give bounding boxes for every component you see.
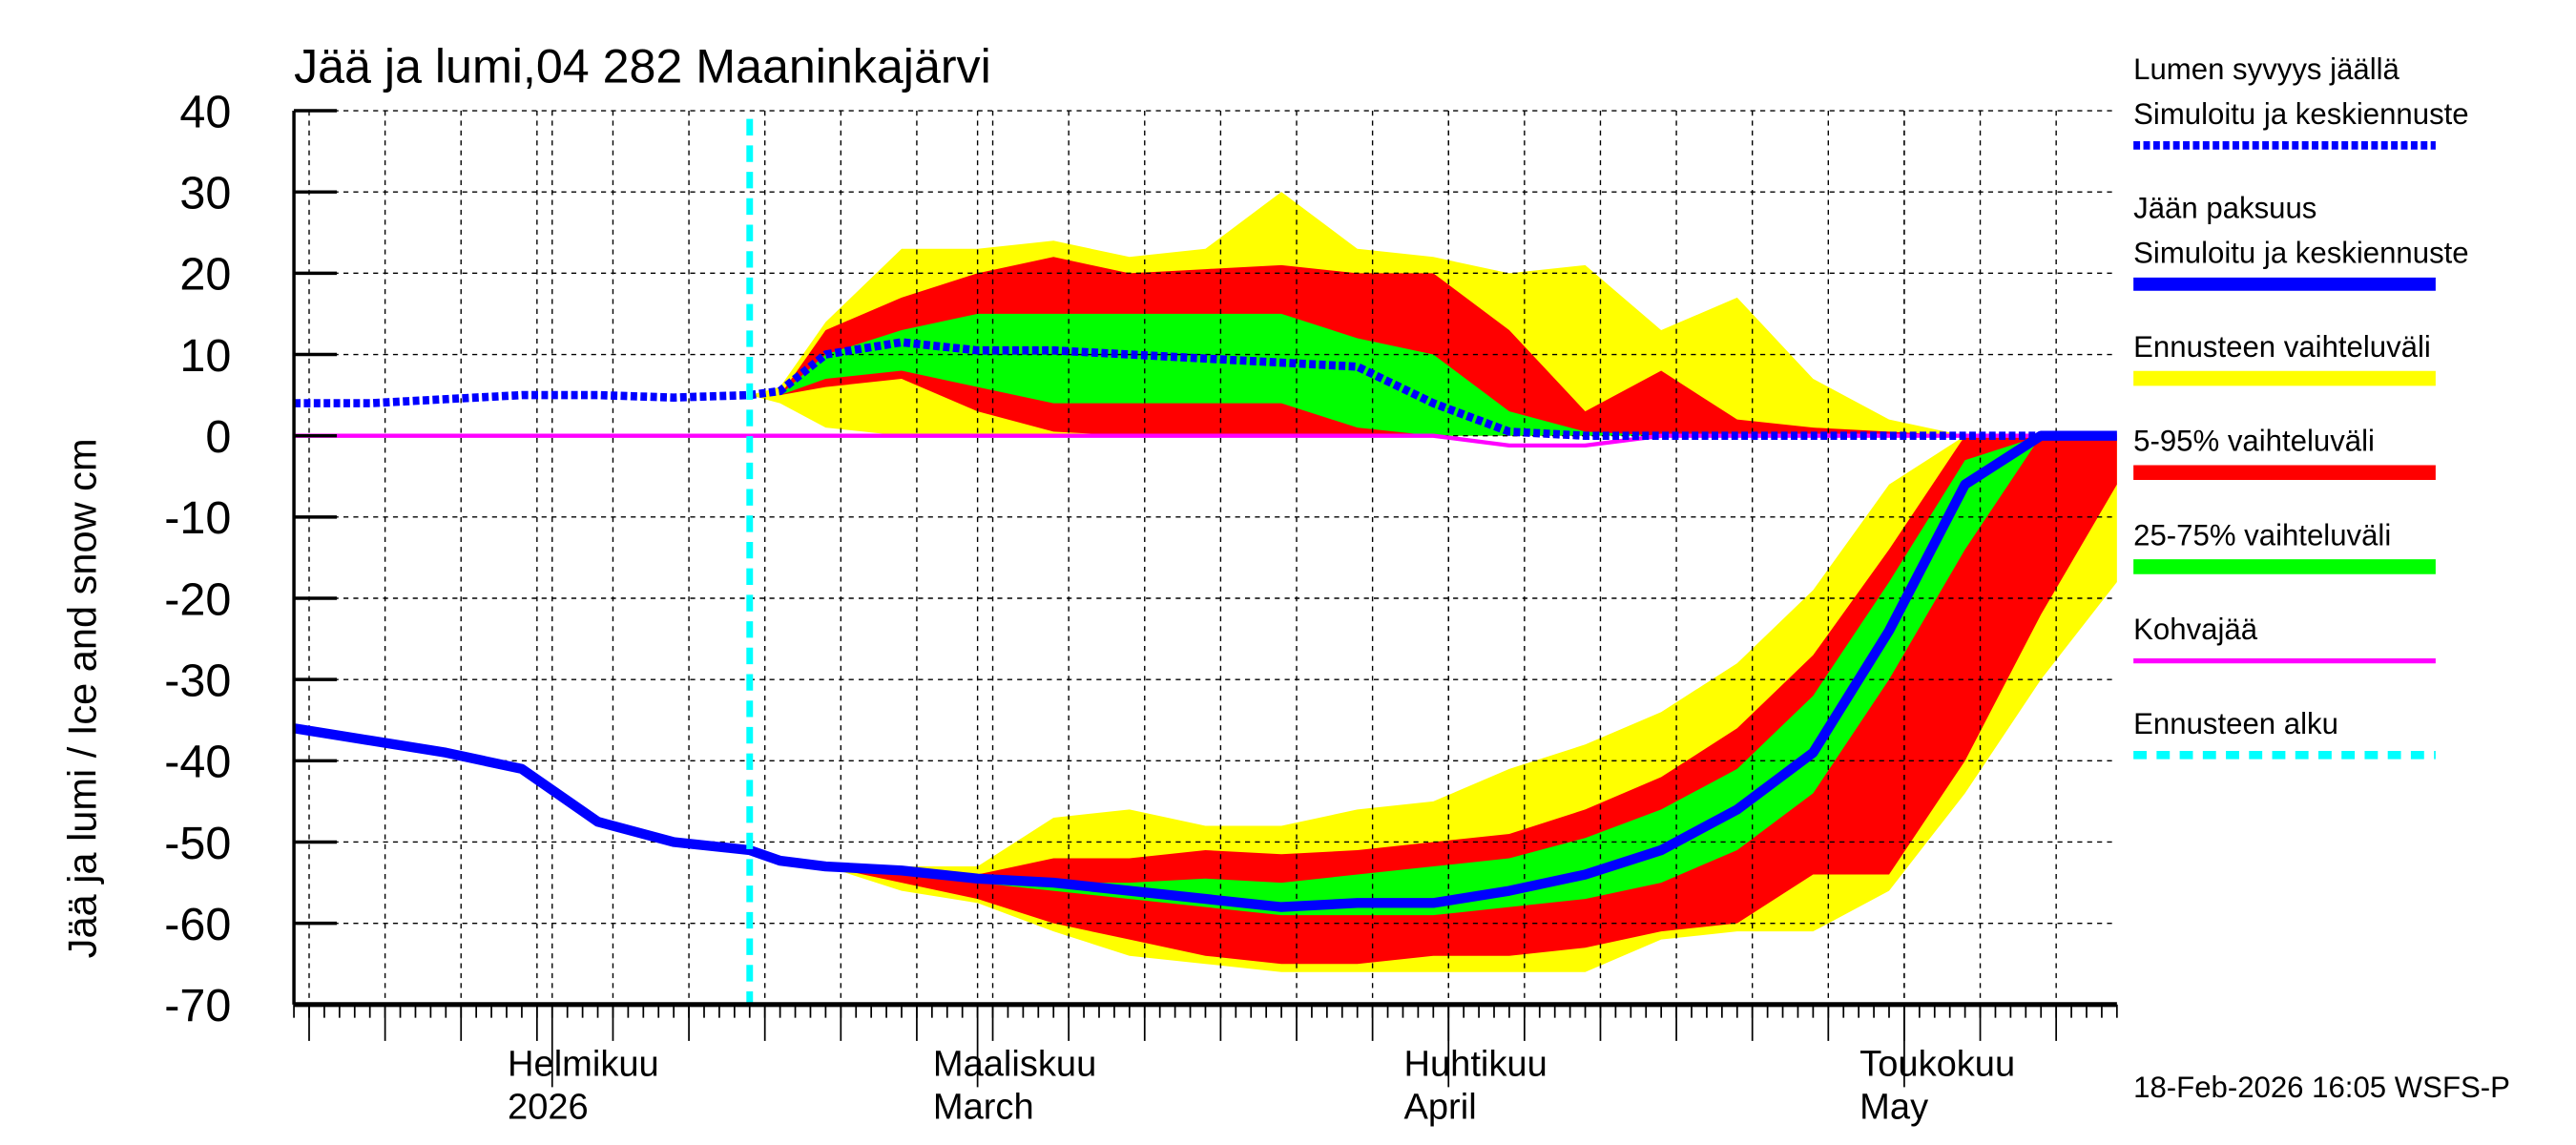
month-label: Maaliskuu — [933, 1044, 1096, 1084]
y-tick-label: 0 — [205, 411, 231, 463]
grid-layer — [294, 110, 2117, 1005]
ice-5-95-band — [749, 435, 2117, 965]
month-label: Helmikuu — [508, 1044, 659, 1084]
footer-timestamp: 18-Feb-2026 16:05 WSFS-P — [2133, 1071, 2510, 1104]
legend: Lumen syvyys jäällä Simuloitu ja keskienn… — [2133, 52, 2469, 760]
legend-label: 25-75% vaihteluväli — [2133, 518, 2391, 552]
legend-label: Ennusteen vaihteluväli — [2133, 330, 2431, 364]
y-tick-label: -60 — [164, 899, 231, 950]
y-tick-label: 20 — [179, 249, 231, 301]
month-label-en: May — [1859, 1087, 1928, 1127]
y-tick-label: 40 — [179, 86, 231, 137]
legend-label-2: Simuloitu ja keskiennuste — [2133, 97, 2468, 131]
month-label: Toukokuu — [1859, 1044, 2015, 1084]
month-label-en: March — [933, 1087, 1034, 1127]
y-tick-label: 10 — [179, 330, 231, 382]
y-tick-label: 30 — [179, 167, 231, 219]
legend-label: Lumen syvyys jäällä — [2133, 52, 2399, 86]
y-tick-label: -20 — [164, 573, 231, 625]
month-label-en: April — [1404, 1087, 1477, 1127]
bands-layer — [749, 192, 2117, 972]
slush-ice-line — [294, 433, 2117, 448]
axes-layer: 40 30 20 10 0 -10 -20 -30 -40 -50 -60 -70 Helmikuu20… — [164, 86, 2118, 1127]
legend-label: 5-95% vaihteluväli — [2133, 425, 2375, 458]
ice-thickness-line — [293, 430, 2117, 912]
ice-25-75-band — [749, 435, 2117, 916]
legend-label-2: Simuloitu ja keskiennuste — [2133, 236, 2468, 269]
y-axis-label: Jää ja lumi / Ice and snow cm — [59, 438, 104, 958]
y-tick-label: -70 — [164, 980, 231, 1031]
snow-25-75-band — [749, 313, 2117, 436]
legend-label: Ennusteen alku — [2133, 707, 2338, 740]
month-label: Huhtikuu — [1404, 1044, 1548, 1084]
month-label-en: 2026 — [508, 1087, 589, 1127]
legend-label: Kohvajää — [2133, 613, 2258, 646]
chart-title: Jää ja lumi,04 282 Maaninkajärvi — [294, 40, 991, 94]
y-tick-label: -50 — [164, 818, 231, 869]
y-tick-label: -10 — [164, 492, 231, 544]
y-tick-label: -30 — [164, 655, 231, 706]
y-tick-label: -40 — [164, 737, 231, 788]
lines-layer — [293, 118, 2117, 1005]
legend-label: Jään paksuus — [2133, 192, 2316, 225]
